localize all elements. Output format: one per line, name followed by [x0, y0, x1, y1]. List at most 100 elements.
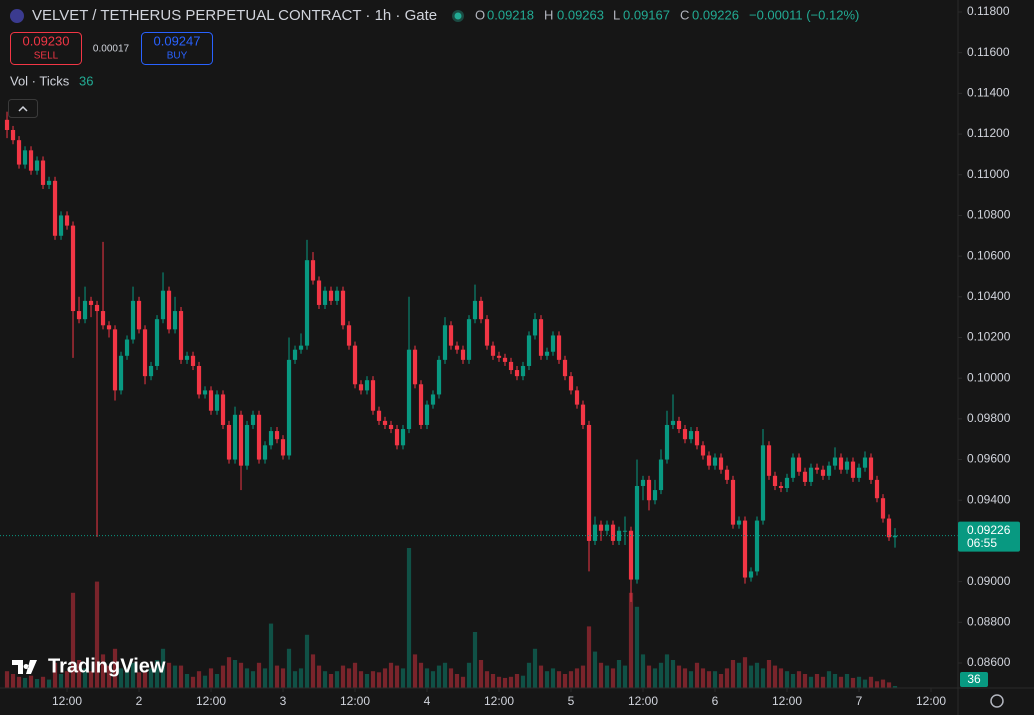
last-price-box: [958, 521, 1020, 552]
candle-body: [238, 414, 244, 466]
volume-bar: [784, 671, 790, 688]
candle-body: [886, 518, 892, 538]
open-value: 0.09218: [487, 7, 534, 22]
volume-bar: [382, 668, 388, 688]
volume-bar: [400, 668, 406, 688]
volume-bar: [820, 676, 826, 688]
volume-bar: [778, 668, 784, 688]
candle-body: [448, 325, 454, 346]
buy-price[interactable]: 0.09247: [154, 33, 201, 48]
candle-body: [892, 535, 898, 538]
volume-bar: [238, 662, 244, 688]
candle-body: [508, 361, 514, 371]
sell-label[interactable]: SELL: [34, 51, 59, 62]
volume-bar: [814, 674, 820, 688]
y-tick-label: 0.10600: [967, 248, 1011, 262]
volume-bar: [742, 657, 748, 688]
collapse-button[interactable]: [8, 99, 38, 118]
volume-bar: [550, 668, 556, 688]
x-tick-label: 5: [568, 694, 575, 708]
volume-bar: [496, 676, 502, 688]
candle-body: [880, 498, 886, 519]
volume-indicator-value: 36: [79, 73, 93, 88]
candle-body: [730, 479, 736, 525]
high-label: H: [544, 7, 553, 22]
candle-body: [358, 384, 364, 391]
volume-bar: [46, 679, 52, 688]
volume-bar: [370, 671, 376, 688]
candle-body: [382, 420, 388, 425]
buy-button[interactable]: 0.09247 BUY: [141, 32, 213, 65]
sell-button[interactable]: 0.09230 SELL: [10, 32, 82, 65]
volume-bar: [196, 671, 202, 688]
candle-body: [136, 300, 142, 330]
candle-body: [232, 414, 238, 460]
candle-body: [304, 260, 310, 346]
y-tick-label: 0.10400: [967, 289, 1011, 303]
candle-body: [184, 355, 190, 360]
volume-bar: [604, 665, 610, 688]
candle-body: [706, 455, 712, 466]
candle-body: [550, 335, 556, 352]
buy-label[interactable]: BUY: [167, 51, 188, 62]
volume-bar: [520, 675, 526, 688]
volume-bar: [478, 660, 484, 688]
volume-bar: [268, 623, 274, 688]
candle-body: [328, 290, 334, 301]
settings-icon[interactable]: [990, 694, 1004, 708]
symbol-title: VELVET / TETHERUS PERPETUAL CONTRACT · 1…: [32, 7, 437, 24]
collapse-icon[interactable]: [18, 105, 28, 112]
candle-body: [742, 520, 748, 578]
volume-bar: [304, 634, 310, 688]
sell-button-frame[interactable]: [10, 32, 82, 65]
y-tick-label: 0.10800: [967, 208, 1011, 222]
volume-bar: [166, 662, 172, 688]
volume-bar: [808, 676, 814, 688]
status-dot: [454, 12, 462, 20]
candle-body: [178, 311, 184, 360]
candle-body: [220, 394, 226, 425]
volume-bar: [568, 671, 574, 688]
candle-body: [568, 376, 574, 391]
volume-bar: [130, 662, 136, 688]
candle-body: [820, 469, 826, 476]
y-tick-label: 0.09000: [967, 574, 1011, 588]
volume-bar: [676, 665, 682, 688]
candle-body: [292, 349, 298, 360]
sell-price[interactable]: 0.09230: [23, 33, 70, 48]
volume-bar: [232, 660, 238, 688]
candle-body: [82, 300, 88, 320]
candle-body: [868, 457, 874, 480]
candle-body: [526, 335, 532, 366]
volume-bar: [544, 671, 550, 688]
candle-body: [94, 304, 100, 312]
volume-bar: [616, 660, 622, 688]
volume-bar: [826, 671, 832, 688]
candle-body: [562, 359, 568, 377]
plot-area: [0, 111, 958, 688]
candle-body: [52, 180, 58, 236]
volume-bar: [298, 668, 304, 688]
candle-body: [154, 319, 160, 366]
volume-bar: [76, 660, 82, 688]
candle-body: [592, 524, 598, 541]
volume-bar: [208, 668, 214, 688]
volume-bar: [280, 668, 286, 688]
candle-body: [472, 300, 478, 320]
volume-bar: [538, 665, 544, 688]
candle-body: [298, 345, 304, 350]
candle-body: [430, 394, 436, 405]
candle-body: [160, 290, 166, 320]
volume-bar: [586, 626, 592, 688]
volume-bar: [100, 654, 106, 688]
volume-bar: [424, 668, 430, 688]
candle-body: [436, 359, 442, 395]
volume-bar: [880, 679, 886, 688]
volume-bar: [220, 665, 226, 688]
buy-button-frame[interactable]: [141, 32, 213, 65]
volume-bar: [484, 671, 490, 688]
candle-body: [142, 329, 148, 377]
candle-body: [544, 351, 550, 356]
candle-body: [610, 524, 616, 541]
